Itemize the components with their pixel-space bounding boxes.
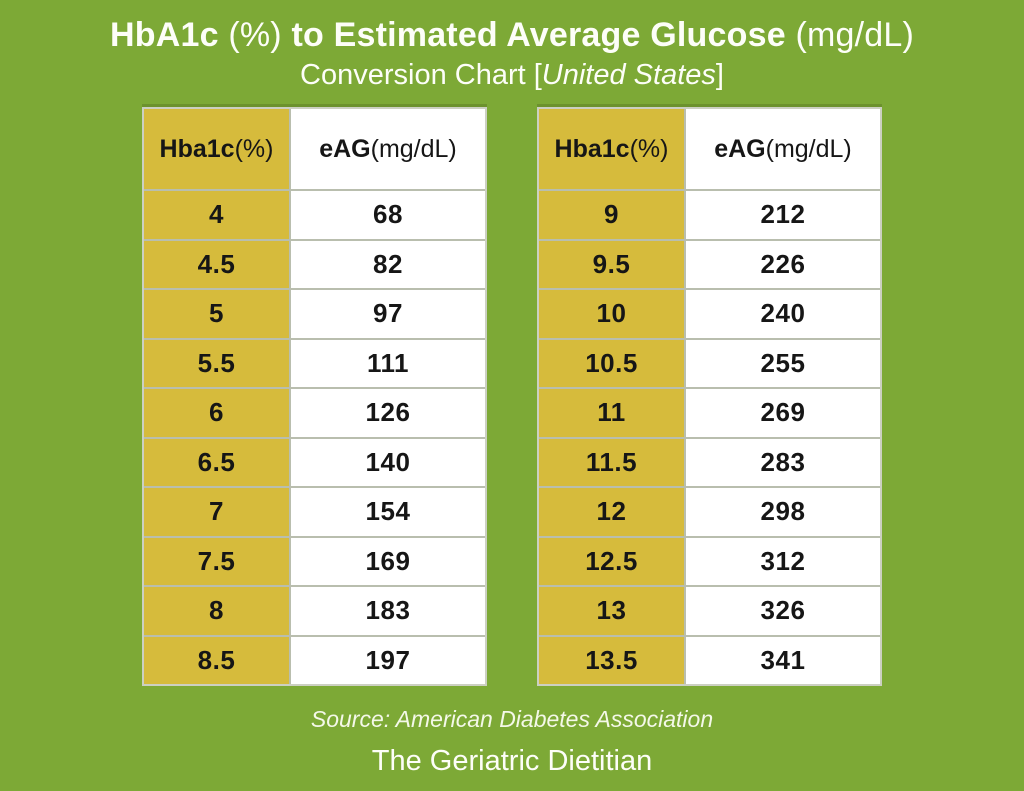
cell-eag: 298	[686, 488, 880, 536]
cell-hba1c: 9	[539, 191, 684, 239]
cell-hba1c: 8	[144, 587, 289, 635]
column-header-eag: eAG (mg/dL)	[291, 109, 485, 189]
subtitle-region: United States	[541, 59, 716, 91]
cell-eag: 68	[291, 191, 485, 239]
column-header-eag: eAG (mg/dL)	[686, 109, 880, 189]
brand-name: The Geriatric Dietitian	[371, 745, 653, 777]
cell-eag: 111	[291, 339, 485, 387]
column-header-label: eAG	[319, 134, 371, 163]
cell-eag: 126	[291, 389, 485, 437]
conversion-table-left: Hba1c (%) eAG (mg/dL) 4 68 4.5 82 5 97 5…	[142, 107, 487, 686]
cell-eag: 197	[291, 636, 485, 684]
conversion-table-right: Hba1c (%) eAG (mg/dL) 9 212 9.5 226 10 2…	[537, 107, 882, 686]
cell-eag: 183	[291, 587, 485, 635]
column-header-unit: (%)	[629, 134, 669, 163]
cell-hba1c: 5.5	[144, 339, 289, 387]
cell-hba1c: 7.5	[144, 537, 289, 585]
page-subtitle: Conversion Chart [United States]	[0, 57, 1024, 94]
cell-eag: 326	[686, 587, 880, 635]
cell-hba1c: 11.5	[539, 438, 684, 486]
column-header-label: eAG	[714, 134, 766, 163]
cell-hba1c: 10.5	[539, 339, 684, 387]
source-attribution: Source: American Diabetes Association	[310, 706, 714, 732]
cell-hba1c: 9.5	[539, 240, 684, 288]
cell-eag: 312	[686, 537, 880, 585]
cell-hba1c: 7	[144, 488, 289, 536]
column-header-label: Hba1c	[554, 134, 630, 163]
cell-hba1c: 4.5	[144, 240, 289, 288]
cell-eag: 226	[686, 240, 880, 288]
column-header-hba1c: Hba1c (%)	[539, 109, 684, 189]
column-header-unit: (%)	[234, 134, 274, 163]
cell-eag: 240	[686, 290, 880, 338]
page-title: HbA1c (%) to Estimated Average Glucose (…	[0, 13, 1024, 57]
cell-hba1c: 13	[539, 587, 684, 635]
cell-hba1c: 10	[539, 290, 684, 338]
title-bold-segment: HbA1c	[109, 16, 219, 54]
conversion-tables: Hba1c (%) eAG (mg/dL) 4 68 4.5 82 5 97 5…	[0, 107, 1024, 686]
column-header-label: Hba1c	[159, 134, 235, 163]
column-header-unit: (mg/dL)	[370, 134, 457, 163]
subtitle-prefix: Conversion Chart [	[300, 59, 542, 91]
column-header-unit: (mg/dL)	[765, 134, 852, 163]
cell-eag: 82	[291, 240, 485, 288]
cell-hba1c: 8.5	[144, 636, 289, 684]
cell-hba1c: 6.5	[144, 438, 289, 486]
cell-hba1c: 5	[144, 290, 289, 338]
cell-eag: 154	[291, 488, 485, 536]
subtitle-suffix: ]	[715, 59, 724, 91]
cell-eag: 341	[686, 636, 880, 684]
title-block: HbA1c (%) to Estimated Average Glucose (…	[0, 0, 1024, 94]
cell-eag: 269	[686, 389, 880, 437]
cell-eag: 283	[686, 438, 880, 486]
cell-hba1c: 12	[539, 488, 684, 536]
cell-eag: 255	[686, 339, 880, 387]
title-bold-segment: to Estimated Average Glucose	[291, 16, 786, 54]
cell-hba1c: 12.5	[539, 537, 684, 585]
cell-hba1c: 13.5	[539, 636, 684, 684]
cell-eag: 169	[291, 537, 485, 585]
cell-eag: 97	[291, 290, 485, 338]
title-unit-segment: (mg/dL)	[785, 16, 915, 54]
title-unit-segment: (%)	[218, 16, 292, 54]
cell-hba1c: 4	[144, 191, 289, 239]
column-header-hba1c: Hba1c (%)	[144, 109, 289, 189]
cell-eag: 140	[291, 438, 485, 486]
cell-hba1c: 11	[539, 389, 684, 437]
cell-hba1c: 6	[144, 389, 289, 437]
cell-eag: 212	[686, 191, 880, 239]
